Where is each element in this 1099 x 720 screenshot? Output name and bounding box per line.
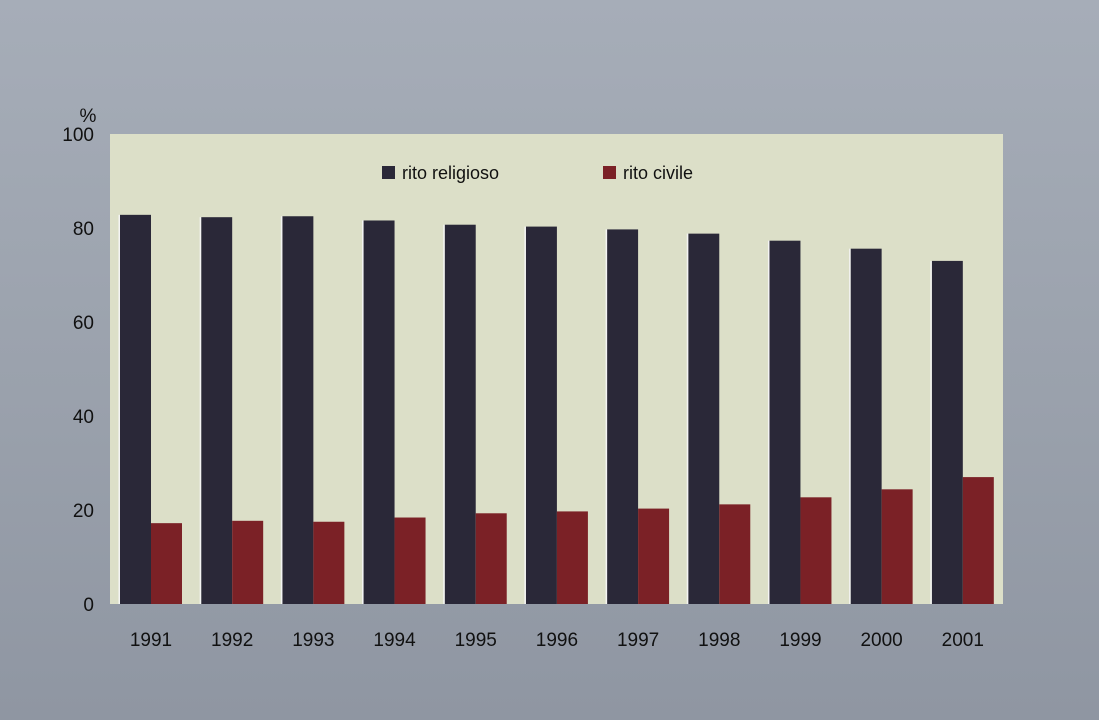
bar-rito-religioso	[525, 226, 557, 604]
bar-rito-civile	[719, 504, 751, 604]
bar-rito-religioso	[282, 216, 314, 604]
x-tick-label: 2001	[942, 630, 984, 651]
bar-edge-highlight	[118, 214, 120, 604]
legend-swatch	[382, 166, 395, 179]
bar-rito-religioso	[444, 224, 476, 604]
y-tick-label: 100	[62, 125, 94, 146]
bar-rito-civile	[556, 511, 588, 604]
bar-edge-highlight	[199, 217, 202, 604]
legend-swatch	[603, 166, 616, 179]
x-tick-label: 1991	[130, 630, 172, 651]
legend-item-rito-civile: rito civile	[623, 163, 693, 183]
x-tick-label: 1997	[617, 630, 659, 651]
bar-rito-civile	[313, 521, 345, 604]
bar-rito-religioso	[201, 217, 233, 604]
bar-rito-civile	[800, 497, 832, 604]
bar-rito-religioso	[607, 229, 639, 604]
bar-edge-highlight	[767, 240, 770, 604]
bar-rito-civile	[881, 489, 913, 604]
x-tick-label: 1996	[536, 630, 578, 651]
bar-rito-religioso	[931, 260, 963, 604]
bar-rito-civile	[394, 517, 426, 604]
bar-rito-religioso	[688, 233, 720, 604]
y-tick-label: 80	[73, 219, 94, 240]
bar-edge-highlight	[605, 229, 608, 604]
bar-edge-highlight	[443, 224, 445, 604]
bar-rito-religioso	[363, 220, 395, 605]
bar-edge-highlight	[362, 220, 364, 605]
bar-rito-civile	[232, 520, 264, 604]
legend-item-rito-religioso: rito religioso	[402, 163, 499, 183]
bar-rito-civile	[475, 513, 507, 604]
x-tick-label: 1995	[455, 630, 497, 651]
bar-edge-highlight	[280, 216, 283, 604]
y-tick-label: 20	[73, 501, 94, 522]
x-tick-label: 2000	[860, 630, 902, 651]
x-tick-label: 1998	[698, 630, 740, 651]
x-tick-label: 1994	[373, 630, 416, 651]
x-tick-label: 1993	[292, 630, 334, 651]
bar-rito-religioso	[769, 240, 801, 604]
bar-edge-highlight	[849, 248, 851, 604]
x-tick-label: 1999	[779, 630, 821, 651]
bar-edge-highlight	[524, 226, 526, 604]
bar-rito-religioso	[850, 248, 882, 604]
bar-rito-religioso	[120, 214, 151, 604]
y-tick-label: 60	[73, 313, 94, 334]
bar-edge-highlight	[930, 260, 932, 604]
bar-rito-civile	[151, 523, 182, 604]
bar-rito-civile	[638, 508, 670, 604]
bar-edge-highlight	[686, 233, 689, 604]
x-tick-label: 1992	[211, 630, 253, 651]
y-tick-label: 40	[73, 407, 94, 428]
bar-rito-civile	[962, 477, 994, 604]
y-axis-unit-label: %	[80, 106, 97, 127]
y-tick-label: 0	[83, 595, 94, 616]
